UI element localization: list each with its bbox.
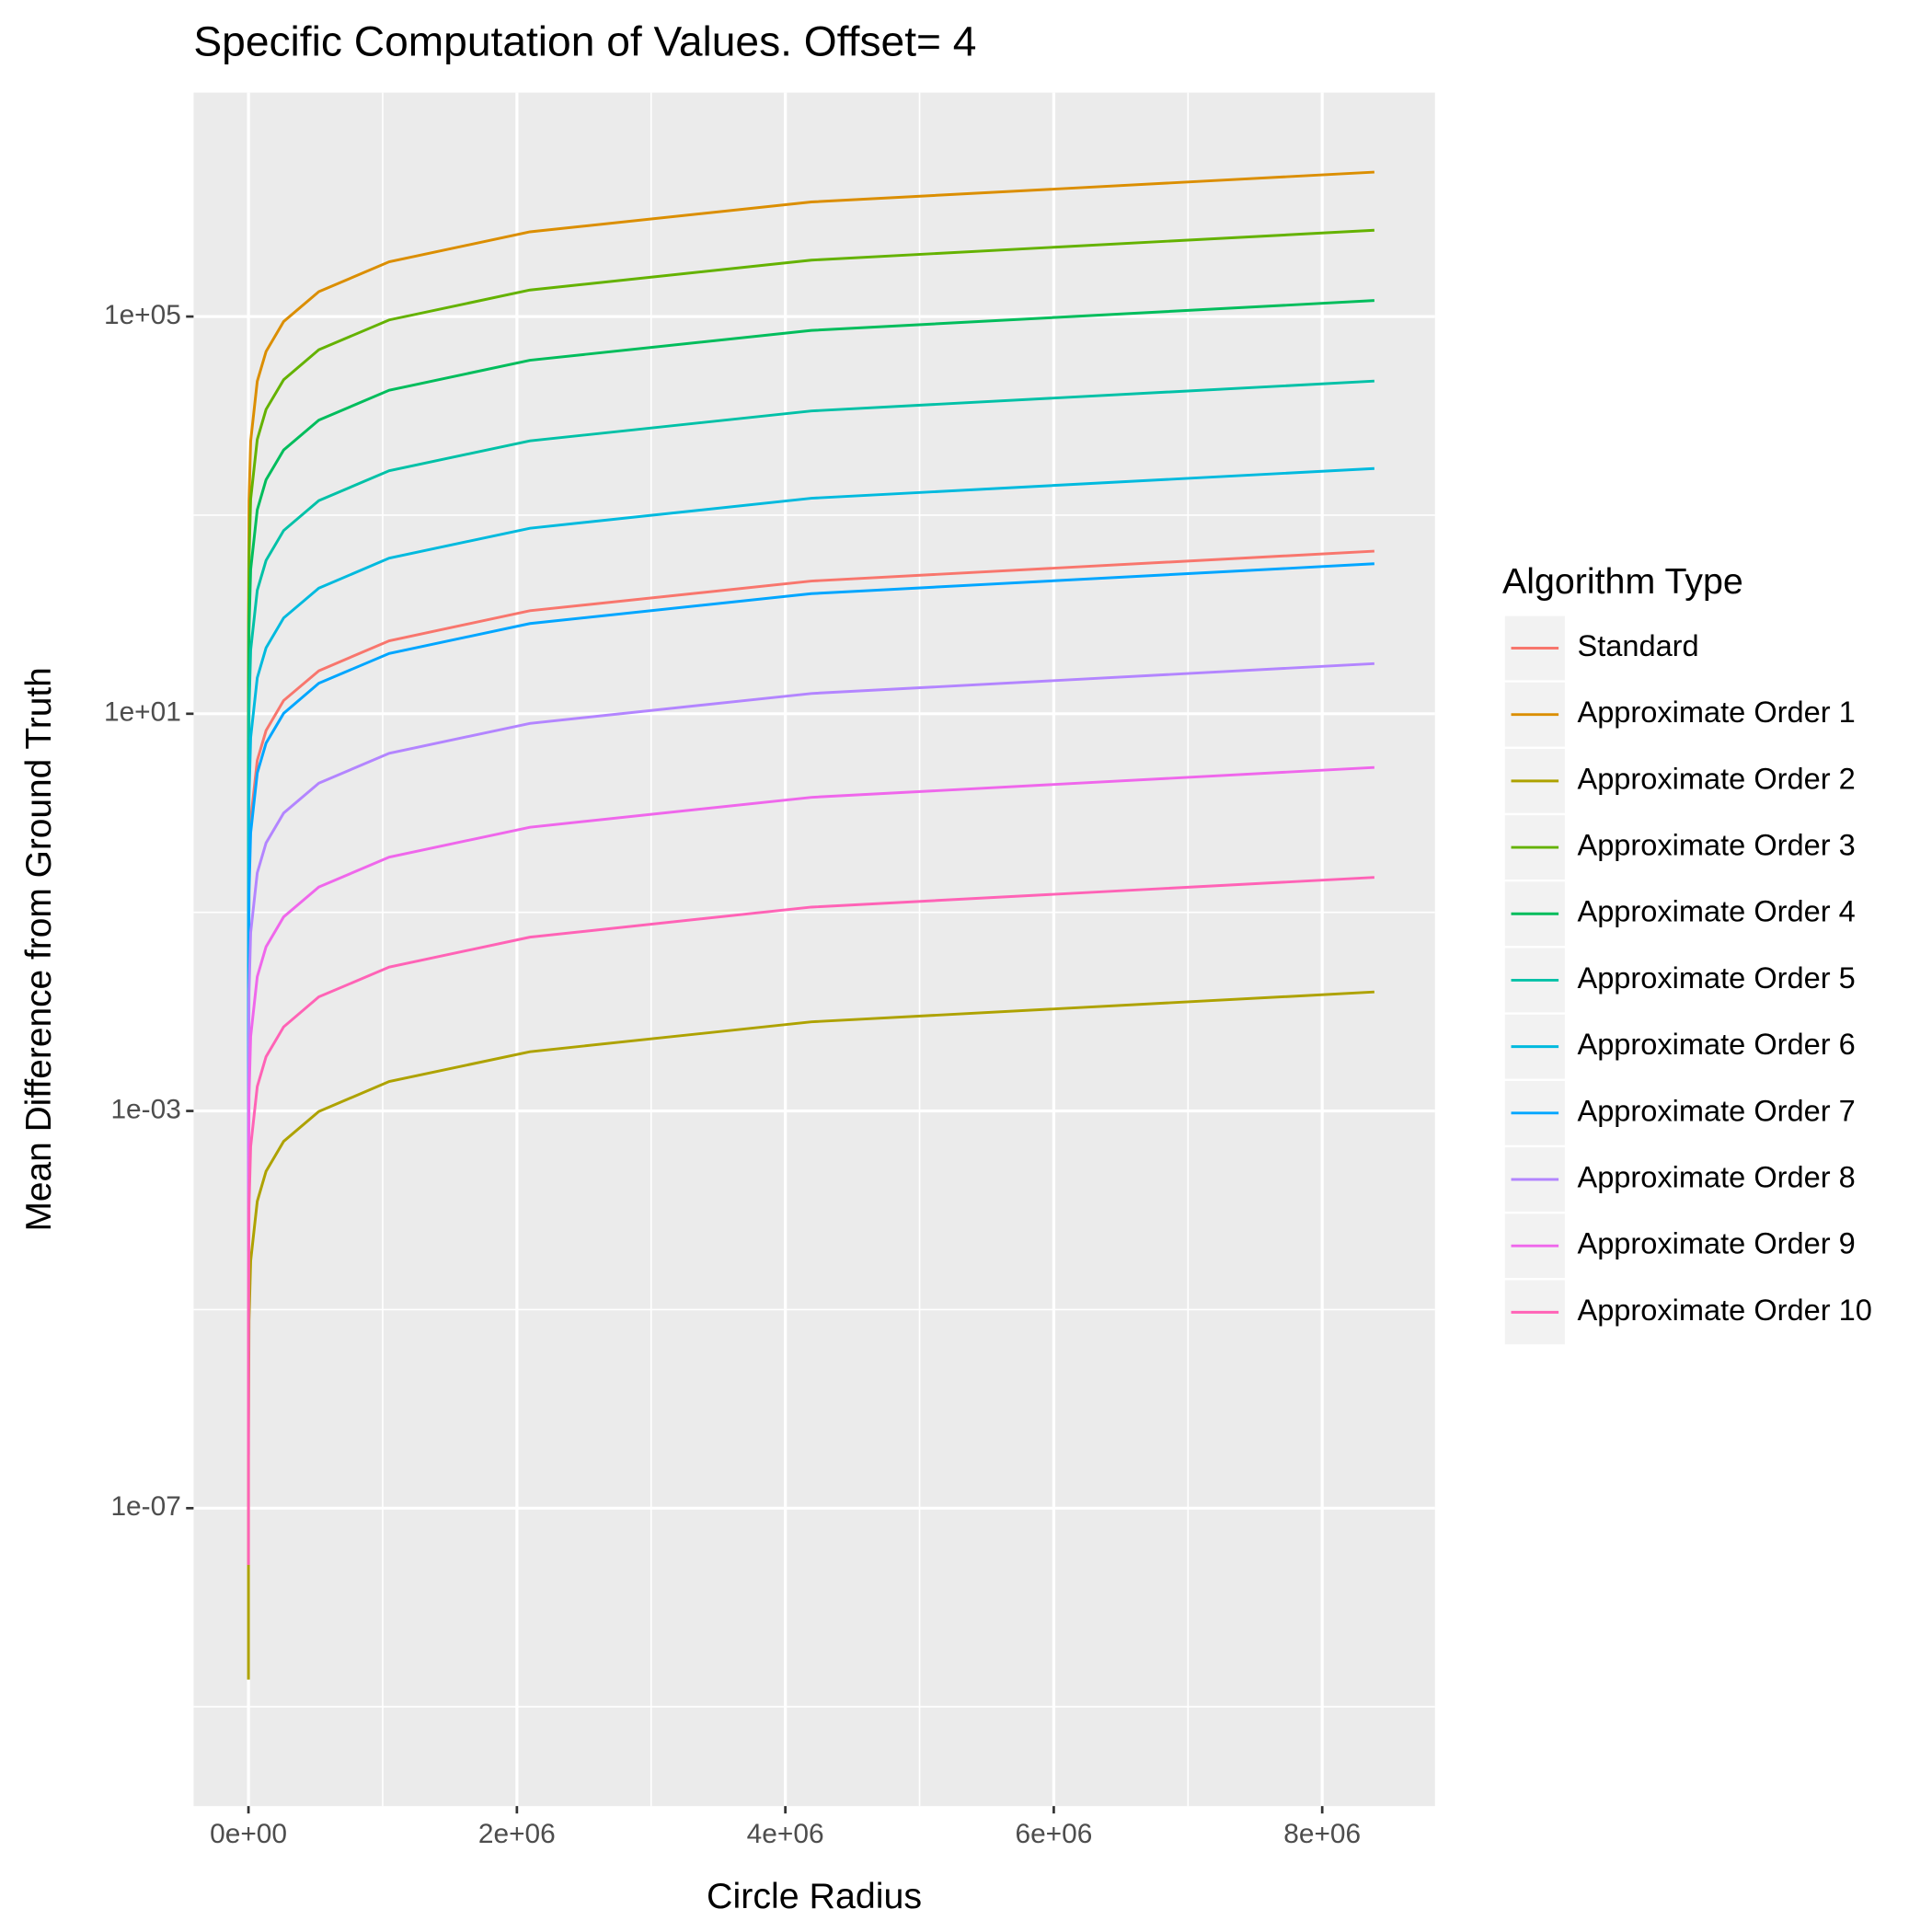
legend-label: Approximate Order 4 xyxy=(1577,895,1855,928)
x-tick-label: 4e+06 xyxy=(747,1819,824,1849)
y-tick-label: 1e+01 xyxy=(104,697,181,728)
y-tick-label: 1e-03 xyxy=(110,1095,180,1125)
legend-label: Standard xyxy=(1577,629,1698,662)
legend-label: Approximate Order 5 xyxy=(1577,961,1855,995)
chart-title: Specific Computation of Values. Offset= … xyxy=(193,17,976,65)
legend-label: Approximate Order 8 xyxy=(1577,1161,1855,1194)
x-tick-label: 8e+06 xyxy=(1283,1819,1361,1849)
legend-label: Approximate Order 1 xyxy=(1577,696,1855,729)
x-axis-label: Circle Radius xyxy=(707,1877,922,1916)
legend-label: Approximate Order 10 xyxy=(1577,1294,1871,1327)
x-tick-label: 6e+06 xyxy=(1015,1819,1092,1849)
legend-label: Approximate Order 2 xyxy=(1577,763,1855,796)
series-line xyxy=(247,876,1374,1566)
y-tick-label: 1e+05 xyxy=(104,300,181,330)
legend-label: Approximate Order 6 xyxy=(1577,1028,1855,1061)
y-tick-label: 1e-07 xyxy=(110,1491,180,1522)
x-tick-label: 2e+06 xyxy=(478,1819,556,1849)
y-axis-label: Mean Difference from Ground Truth xyxy=(19,667,59,1231)
legend-title: Algorithm Type xyxy=(1502,562,1743,602)
legend-label: Approximate Order 7 xyxy=(1577,1094,1855,1127)
panel xyxy=(193,92,1435,1807)
legend-label: Approximate Order 9 xyxy=(1577,1227,1855,1260)
x-tick-label: 0e+00 xyxy=(210,1819,287,1849)
legend-label: Approximate Order 3 xyxy=(1577,829,1855,862)
